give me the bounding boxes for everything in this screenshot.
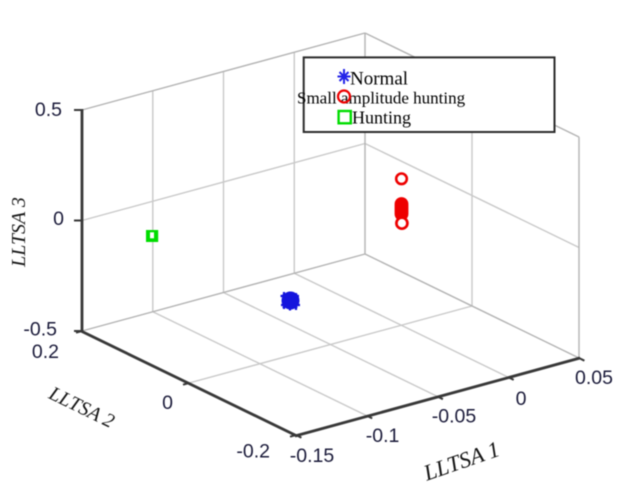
svg-text:0.2: 0.2	[32, 341, 59, 363]
svg-text:Normal: Normal	[350, 69, 408, 90]
svg-text:0.05: 0.05	[575, 367, 613, 389]
svg-text:-0.2: -0.2	[236, 441, 270, 463]
svg-text:Small amplitude hunting: Small amplitude hunting	[297, 89, 466, 108]
svg-text:Hunting: Hunting	[352, 108, 411, 128]
svg-text:0: 0	[516, 388, 527, 410]
svg-text:-0.15: -0.15	[290, 445, 335, 467]
svg-text:0: 0	[162, 392, 173, 414]
svg-text:LLTSA 3: LLTSA 3	[8, 197, 30, 268]
svg-text:0: 0	[53, 208, 64, 230]
svg-text:0.5: 0.5	[35, 99, 62, 121]
svg-text:-0.1: -0.1	[366, 425, 400, 447]
svg-text:-0.5: -0.5	[23, 319, 57, 341]
svg-text:-0.05: -0.05	[432, 406, 477, 428]
